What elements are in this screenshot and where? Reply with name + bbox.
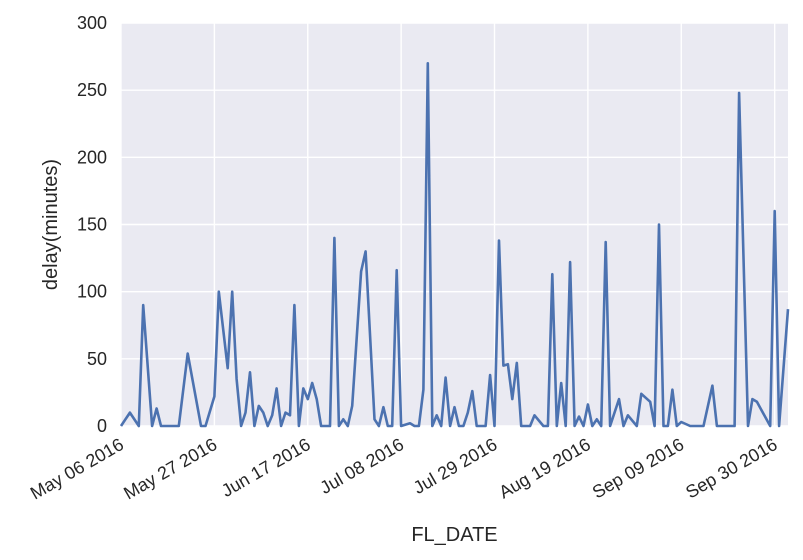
x-axis-label: FL_DATE	[411, 524, 497, 546]
x-tick-label: May 27 2016	[120, 434, 220, 503]
y-axis-label: delay(minutes)	[40, 159, 62, 290]
y-tick-label: 100	[77, 282, 107, 302]
y-tick-labels: 0 50 100 150 200 250 300	[77, 13, 107, 436]
x-tick-label: Sep 30 2016	[682, 434, 780, 502]
y-tick-label: 150	[77, 215, 107, 235]
y-tick-label: 300	[77, 13, 107, 33]
x-tick-label: Jun 17 2016	[218, 434, 314, 501]
series-line	[119, 62, 790, 428]
y-tick-label: 250	[77, 80, 107, 100]
x-tick-label: Sep 09 2016	[589, 434, 687, 502]
y-tick-label: 0	[97, 416, 107, 436]
x-tick-label: May 06 2016	[27, 434, 127, 503]
x-tick-label: Jul 08 2016	[317, 434, 408, 498]
x-tick-label: Aug 19 2016	[495, 434, 593, 502]
y-tick-label: 200	[77, 147, 107, 167]
y-tick-label: 50	[87, 349, 107, 369]
x-tick-label: Jul 29 2016	[410, 434, 501, 498]
